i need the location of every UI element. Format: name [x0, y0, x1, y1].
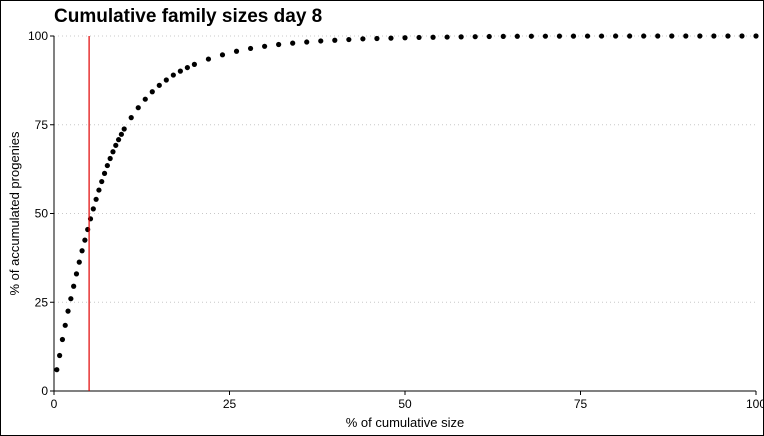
data-point [725, 33, 731, 39]
data-point [598, 33, 605, 39]
chart-title: Cumulative family sizes day 8 [54, 6, 323, 27]
data-point [184, 64, 190, 71]
data-point [290, 40, 296, 46]
data-point [318, 38, 324, 44]
y-tick-label: 100 [28, 29, 48, 43]
x-tick-label: 100 [746, 397, 763, 411]
data-point [416, 34, 422, 41]
data-point [113, 142, 119, 148]
data-point [71, 283, 77, 289]
data-point [655, 33, 661, 39]
data-point [101, 170, 108, 176]
y-axis-label: % of accumulated progenies [7, 131, 22, 296]
data-point [514, 33, 520, 39]
data-point [430, 34, 436, 40]
data-point [683, 33, 689, 39]
data-point [570, 33, 577, 39]
data-point [641, 33, 647, 39]
data-point [177, 68, 183, 74]
x-axis-label: % of cumulative size [346, 415, 465, 430]
data-point [262, 43, 268, 49]
data-point [79, 248, 85, 254]
data-point [163, 77, 169, 83]
data-point [82, 237, 88, 243]
data-point [96, 187, 102, 193]
data-point [156, 82, 162, 88]
data-point [191, 61, 197, 67]
data-point [115, 137, 122, 143]
x-tick-label: 50 [398, 397, 412, 411]
data-point [59, 336, 66, 343]
data-point [170, 72, 176, 78]
data-point [104, 162, 110, 169]
y-tick-label: 75 [35, 118, 49, 132]
x-tick-label: 25 [223, 397, 237, 411]
y-tick-label: 25 [35, 295, 49, 309]
x-tick-label: 0 [51, 397, 58, 411]
data-point [233, 48, 240, 54]
data-point [388, 35, 394, 41]
data-point [62, 322, 68, 328]
x-tick-label: 75 [574, 397, 588, 411]
data-point [76, 259, 82, 265]
data-point [57, 352, 63, 359]
data-point [472, 34, 478, 40]
data-point [142, 96, 148, 102]
data-series-points [54, 33, 759, 373]
data-point [54, 367, 60, 373]
data-point [99, 178, 105, 185]
data-point [556, 33, 563, 39]
data-point [458, 34, 464, 40]
data-point [332, 37, 338, 43]
data-point [584, 33, 591, 39]
data-point [135, 105, 141, 111]
data-point [247, 45, 254, 52]
data-point [402, 35, 408, 41]
data-point [304, 39, 310, 45]
data-point [110, 149, 116, 155]
data-point [500, 33, 506, 39]
data-point [276, 41, 282, 48]
data-point [149, 89, 155, 95]
data-point [739, 33, 745, 39]
data-point [205, 56, 212, 62]
data-point [68, 296, 74, 302]
data-point [542, 33, 549, 39]
data-point [346, 36, 352, 43]
data-point [444, 34, 450, 40]
data-point [219, 52, 226, 58]
data-point [486, 33, 492, 40]
data-point [107, 155, 113, 162]
data-point [73, 271, 80, 277]
y-tick-label: 50 [35, 207, 49, 221]
data-point [711, 33, 717, 39]
y-tick-label: 0 [41, 384, 48, 398]
data-point [128, 115, 134, 121]
data-point [90, 206, 96, 212]
data-point [613, 33, 619, 39]
data-point [121, 126, 127, 132]
data-point [374, 35, 380, 42]
data-point [753, 33, 759, 39]
data-point [627, 33, 633, 39]
data-point [669, 33, 675, 39]
data-point [93, 196, 99, 202]
data-point [65, 308, 71, 314]
data-point [528, 33, 534, 39]
data-point [360, 36, 366, 42]
data-point [697, 33, 703, 39]
data-point [118, 131, 124, 137]
